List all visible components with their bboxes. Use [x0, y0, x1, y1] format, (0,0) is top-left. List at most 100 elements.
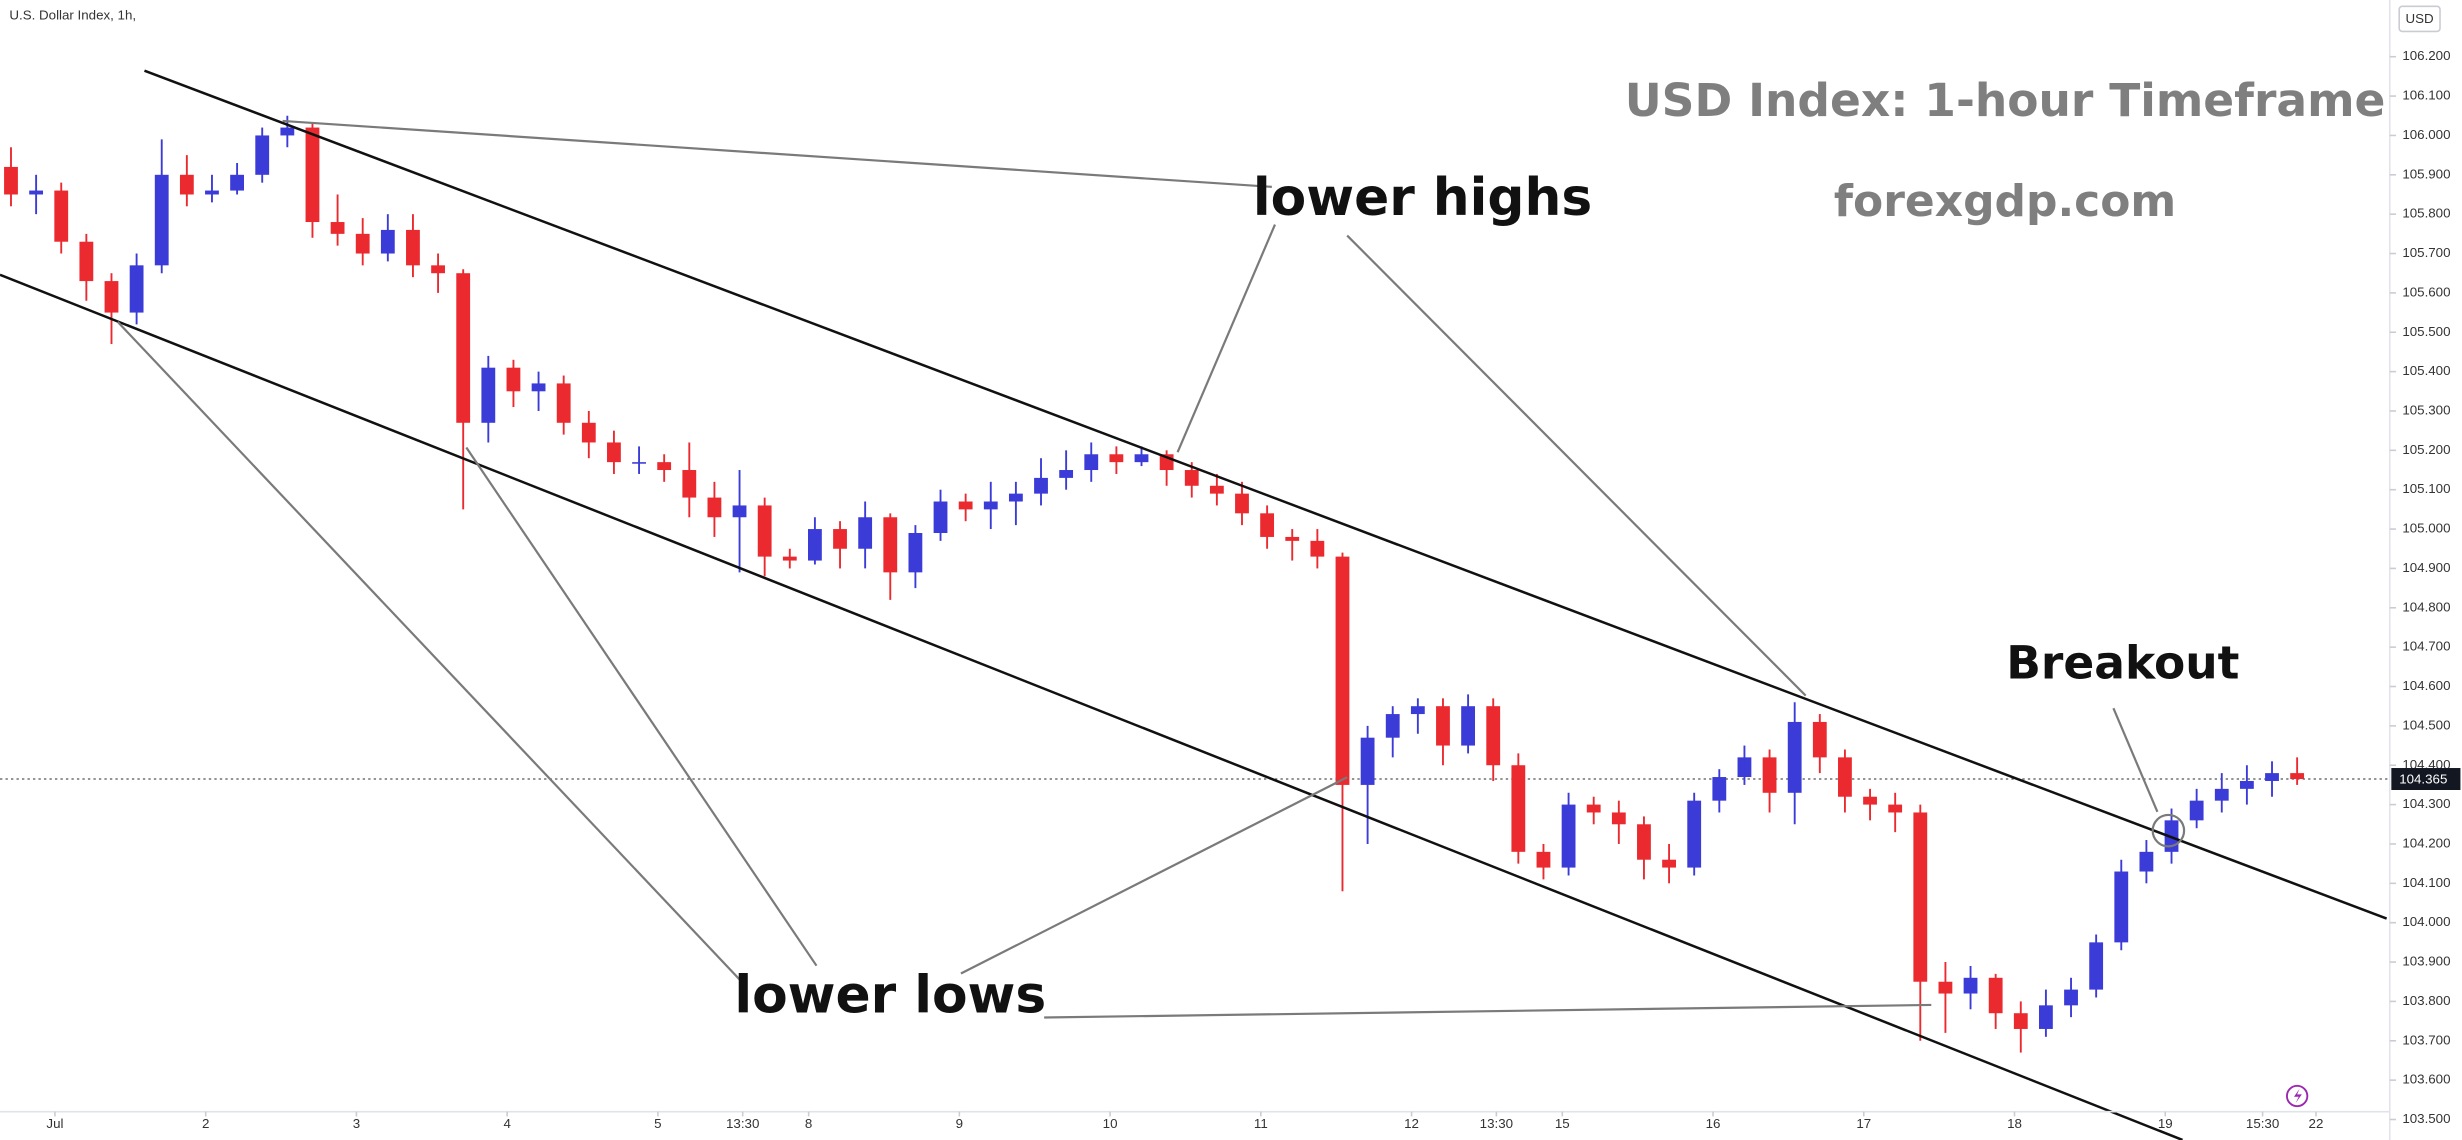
x-tick-label: 2 [202, 1116, 209, 1131]
candle-body [1762, 757, 1777, 793]
alert-icon-bolt [2293, 1088, 2302, 1104]
candle-body [456, 273, 471, 423]
candle-body [330, 222, 345, 234]
candle-body [205, 190, 219, 195]
candle-body [1963, 977, 1978, 994]
candle-body [1436, 706, 1450, 746]
y-tick-label: 105.600 [2402, 284, 2450, 299]
x-tick-label: 19 [2158, 1116, 2173, 1131]
candle-body [908, 532, 923, 573]
currency-box[interactable] [2398, 5, 2441, 33]
x-tick-label: 9 [956, 1116, 963, 1131]
candle-body [607, 442, 621, 463]
candle-body [1611, 812, 1626, 825]
y-tick-label: 103.600 [2402, 1072, 2450, 1087]
candle-body [983, 501, 998, 510]
candle-body [355, 233, 370, 254]
candle-body [1360, 737, 1375, 785]
candle-body [1913, 812, 1928, 982]
y-tick-label: 104.100 [2402, 875, 2450, 890]
candle-body [1461, 706, 1476, 746]
upper-trendline [144, 69, 2388, 920]
x-tick-label: 18 [2007, 1116, 2022, 1131]
candle-body [29, 190, 44, 195]
x-tick-label: Jul [46, 1116, 63, 1131]
candle-body [732, 505, 747, 518]
candle-body [2189, 800, 2204, 821]
candle-body [2214, 788, 2229, 801]
candle-body [255, 135, 270, 175]
candle-body [657, 462, 672, 471]
last-price-label: 104.365 [2399, 771, 2447, 786]
candle-body [2089, 942, 2104, 990]
y-tick-label: 104.900 [2402, 560, 2450, 575]
candle-body [506, 367, 521, 392]
candle-body [1059, 470, 1074, 478]
x-tick-label: 22 [2309, 1116, 2324, 1131]
candle-body [1385, 714, 1400, 738]
y-tick-label: 105.400 [2402, 363, 2450, 378]
alert-icon[interactable] [2285, 1084, 2309, 1108]
candle-body [2064, 989, 2078, 1006]
y-tick-label: 105.100 [2402, 481, 2450, 496]
candle-body [1838, 757, 1852, 797]
x-tick-label: 16 [1706, 1116, 1721, 1131]
y-tick-label: 105.800 [2402, 206, 2450, 221]
pointer-line [1176, 224, 1276, 453]
candle-body [2013, 1013, 2028, 1029]
candle-body [782, 556, 797, 561]
candle-body [1109, 454, 1124, 463]
candle-body [632, 462, 646, 464]
candle-body [1235, 493, 1249, 514]
candle-body [230, 174, 245, 191]
annotation: lower highs [1253, 168, 1592, 228]
candle-body [1486, 706, 1501, 766]
candle-body [1084, 454, 1099, 471]
candle-body [280, 127, 295, 136]
candle-body [1034, 477, 1048, 494]
candle-body [2265, 773, 2279, 781]
annotation: lower lows [734, 966, 1046, 1026]
candle-body [154, 174, 169, 266]
x-tick-label: 13:30 [726, 1116, 759, 1131]
candle-body [2139, 851, 2154, 872]
y-tick-label: 105.300 [2402, 403, 2450, 418]
x-tick-label: 13:30 [1480, 1116, 1513, 1131]
candle-body [1561, 804, 1576, 868]
candle-body [556, 383, 571, 423]
y-tick-label: 103.900 [2402, 954, 2450, 969]
candle-body [682, 470, 697, 498]
candle-body [481, 367, 496, 423]
candle-body [833, 529, 847, 549]
y-tick-label: 104.200 [2402, 835, 2450, 850]
candle-body [1787, 721, 1802, 793]
y-tick-label: 104.700 [2402, 639, 2450, 654]
candle-body [1988, 977, 2003, 1014]
y-tick-label: 104.800 [2402, 599, 2450, 614]
candle-body [380, 229, 395, 254]
candle-body [1285, 536, 1300, 541]
y-tick-label: 104.400 [2402, 757, 2450, 772]
candle-body [104, 281, 119, 313]
y-tick-label: 103.500 [2402, 1111, 2450, 1126]
candle-body [179, 174, 194, 195]
plot-area [0, 115, 2390, 1053]
candle-body [933, 501, 948, 533]
chart-title: U.S. Dollar Index, 1h, [9, 7, 136, 22]
source: forexgdp.com [1834, 176, 2176, 227]
candle-body [958, 501, 973, 510]
candle-body [581, 422, 596, 443]
candle-body [707, 497, 722, 518]
candle-body [1863, 796, 1877, 805]
y-tick-label: 104.300 [2402, 796, 2450, 811]
currency[interactable]: USD [2406, 11, 2434, 26]
x-tick-label: 10 [1103, 1116, 1118, 1131]
pointer-line [960, 776, 1348, 975]
candle-body [1812, 721, 1827, 758]
candle-body [808, 529, 822, 561]
candle-body [1687, 800, 1702, 868]
candle-body [406, 229, 420, 266]
candle-body [1184, 470, 1199, 486]
